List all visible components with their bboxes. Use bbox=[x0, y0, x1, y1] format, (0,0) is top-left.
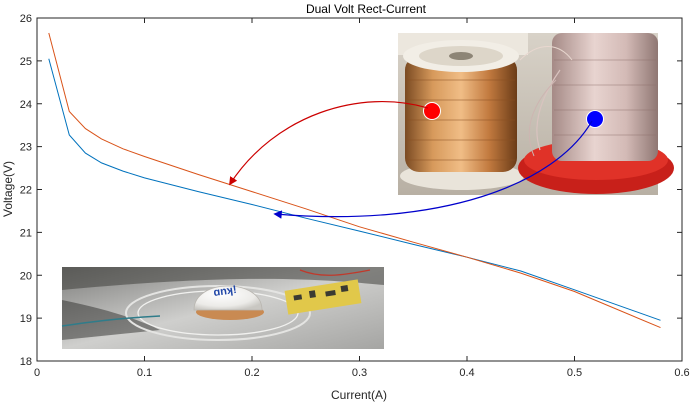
dome bbox=[193, 285, 263, 311]
x-axis-title: Current(A) bbox=[331, 388, 387, 402]
x-tick-label: 0.4 bbox=[459, 367, 474, 379]
y-tick-label: 21 bbox=[20, 227, 32, 239]
y-axis-title: Voltage(V) bbox=[1, 161, 15, 217]
series-layer bbox=[48, 32, 661, 329]
coil-ring bbox=[125, 285, 311, 341]
x-tick-label: 0.2 bbox=[244, 367, 259, 379]
y-tick-label: 25 bbox=[20, 56, 32, 68]
x-tick-label: 0.1 bbox=[137, 367, 152, 379]
series-line-orange bbox=[48, 32, 661, 329]
x-tick-label: 0.3 bbox=[352, 367, 367, 379]
copper-marker bbox=[423, 102, 441, 120]
svg-text:ɑnʞ!: ɑnʞ! bbox=[213, 284, 238, 299]
chart-title: Dual Volt Rect-Current bbox=[306, 2, 427, 16]
x-tick-label: 0.5 bbox=[567, 367, 582, 379]
y-tick-label: 26 bbox=[20, 13, 32, 25]
wire-spools-photo bbox=[398, 33, 674, 195]
x-tick-label: 0.6 bbox=[674, 367, 689, 379]
blue-arrow bbox=[273, 120, 593, 219]
coil-photo: ɑnʞ! bbox=[61, 267, 384, 349]
litz-wire-spool bbox=[518, 33, 674, 194]
x-tick-label: 0 bbox=[34, 367, 40, 379]
x-axis: 0 0.1 0.2 0.3 0.4 0.5 0.6 bbox=[34, 18, 690, 379]
copper-wire-spool bbox=[400, 40, 524, 190]
y-tick-label: 22 bbox=[20, 185, 32, 197]
y-tick-label: 23 bbox=[20, 142, 32, 154]
y-tick-label: 19 bbox=[20, 313, 32, 325]
y-tick-label: 20 bbox=[20, 270, 32, 282]
y-tick-label: 24 bbox=[20, 99, 32, 111]
y-axis: 18 19 20 21 22 23 24 25 26 bbox=[20, 13, 682, 368]
red-arrow bbox=[229, 101, 429, 186]
series-line-blue bbox=[48, 58, 661, 321]
y-tick-label: 18 bbox=[20, 356, 32, 368]
